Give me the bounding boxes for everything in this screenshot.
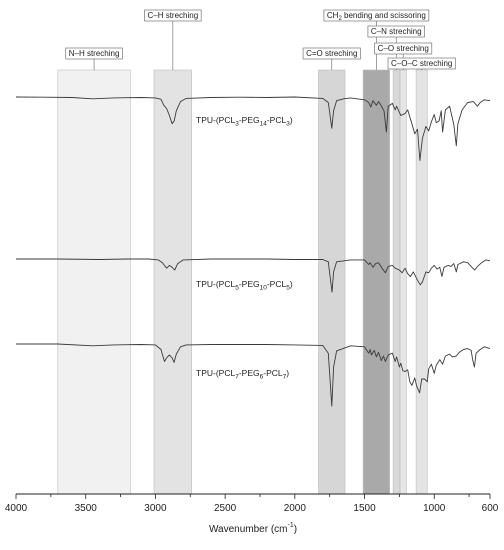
x-tick-label: 600: [482, 503, 499, 514]
band-region: [57, 69, 131, 495]
series-line: [16, 343, 491, 407]
x-tick-label: 3000: [144, 503, 167, 514]
band-label: C–N streching: [371, 27, 422, 36]
x-axis-title: Wavenumber (cm-1): [209, 522, 297, 535]
x-tick-label: 2000: [284, 503, 307, 514]
spectra: [15, 96, 491, 407]
series-labels: TPU-(PCL3-PEG14-PCL3) TPU-(PCL5-PEG10-PCL…: [196, 115, 293, 381]
band-region: [318, 69, 346, 495]
series-line: [15, 96, 491, 161]
band-region: [153, 69, 192, 495]
band-annotations: N–H streching C–H streching C=O streching C…: [65, 9, 456, 70]
series-label: TPU-(PCL7-PEG6-PCL7): [196, 368, 289, 381]
x-tick-label: 1500: [353, 503, 376, 514]
band-region: [399, 69, 407, 495]
band-label: C–O streching: [378, 44, 429, 53]
band-label: CH2 bending and scissoring: [327, 11, 426, 22]
band-label: C–H streching: [147, 11, 198, 20]
band-region: [362, 69, 390, 495]
band-label: N–H streching: [69, 49, 120, 58]
band-label: C=O streching: [306, 49, 357, 58]
series-line: [16, 258, 491, 293]
band-region: [392, 69, 400, 495]
x-tick-label: 2500: [214, 503, 237, 514]
x-tick-label: 3500: [75, 503, 98, 514]
x-tick-label: 1000: [423, 503, 446, 514]
band-label: C–O–C streching: [391, 59, 452, 68]
x-axis: 4000 3500 3000 2500 2000 1500 1000 600: [5, 493, 499, 514]
series-label: TPU-(PCL3-PEG14-PCL3): [196, 115, 293, 128]
x-tick-label: 4000: [5, 503, 28, 514]
series-label: TPU-(PCL5-PEG10-PCL5): [196, 279, 293, 292]
